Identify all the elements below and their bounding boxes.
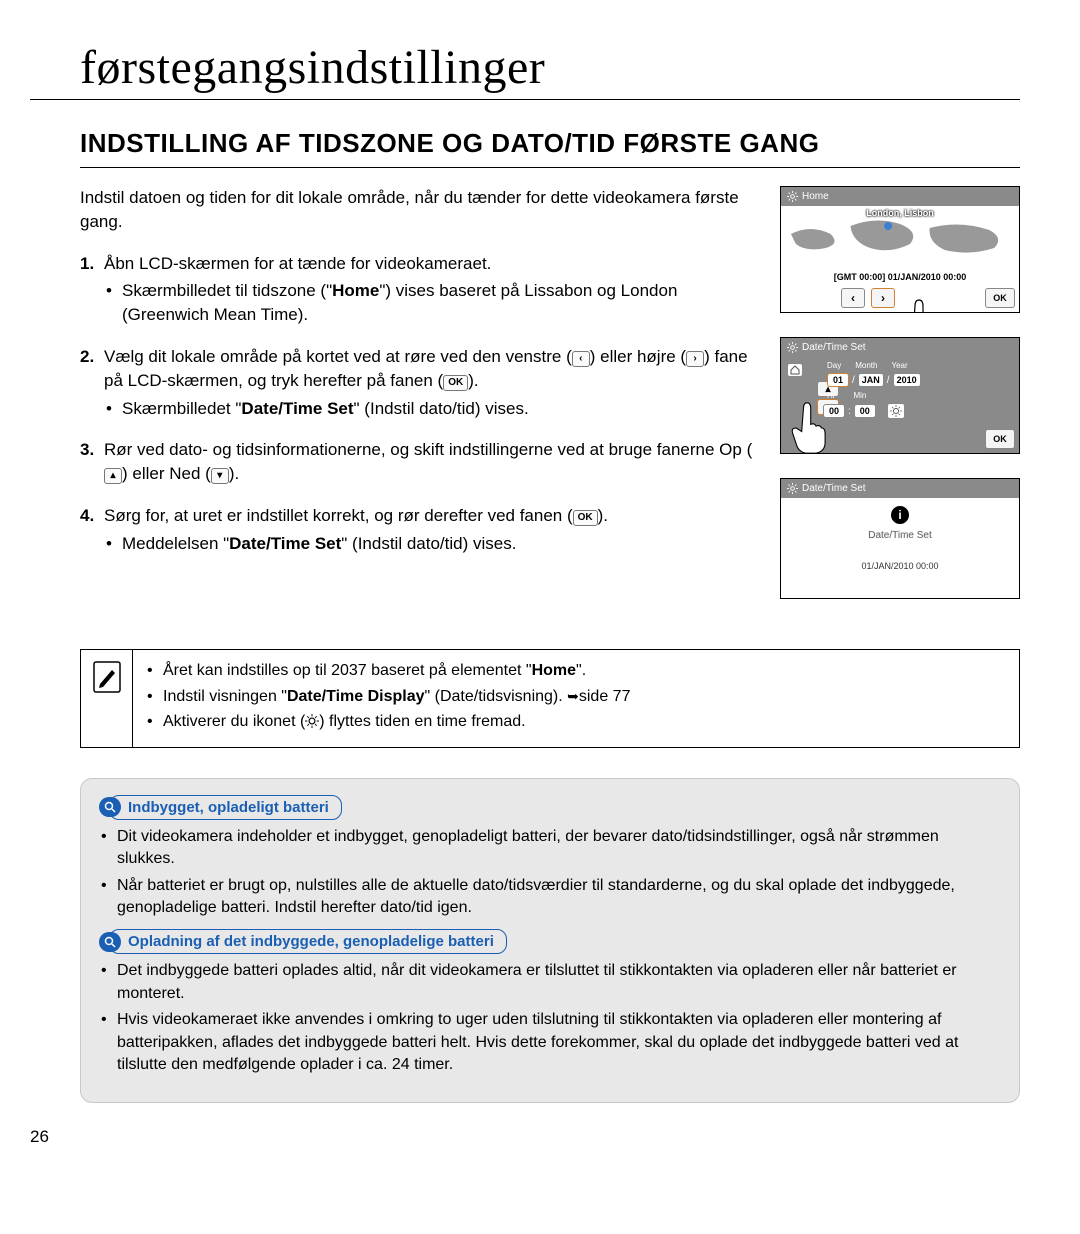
info-heading-2: Opladning af det indbyggede, genopladeli… <box>99 929 1001 954</box>
step-2: Vælg dit lokale område på kortet ved at … <box>80 345 760 420</box>
day-field[interactable]: 01 <box>827 373 849 387</box>
figure-column: Home London, Lisbon [GMT 00:00] 01/JAN/2… <box>780 186 1020 623</box>
touch-hand-icon <box>785 401 831 454</box>
ok-button[interactable]: OK <box>985 429 1015 449</box>
screen-confirm: Date/Time Set i Date/Time Set 01/JAN/201… <box>780 478 1020 599</box>
gear-icon <box>787 342 798 353</box>
step-2-sub: Skærmbilledet "Date/Time Set" (Indstil d… <box>104 397 760 421</box>
minute-field[interactable]: 00 <box>854 404 876 418</box>
note-item: Aktiverer du ikonet () flyttes tiden en … <box>147 711 1005 733</box>
screen-datetime-header: Date/Time Set <box>781 338 1019 357</box>
text-column: Indstil datoen og tiden for dit lokale o… <box>80 186 760 623</box>
nav-right-button[interactable]: › <box>871 288 895 308</box>
year-field[interactable]: 2010 <box>893 373 921 387</box>
info-list-2: Det indbyggede batteri oplades altid, nå… <box>99 960 1001 1076</box>
step-4-sub: Meddelelsen "Date/Time Set" (Indstil dat… <box>104 532 760 556</box>
info-item: Hvis videokameraet ikke anvendes i omkri… <box>99 1009 1001 1076</box>
steps-list: Åbn LCD-skærmen for at tænde for videoka… <box>80 252 760 556</box>
info-heading-1: Indbygget, opladeligt batteri <box>99 795 1001 820</box>
note-pencil-icon <box>92 660 122 694</box>
ok-icon: OK <box>573 510 598 526</box>
note-item: Indstil visningen "Date/Time Display" (D… <box>147 686 1005 708</box>
step-1-sub: Skærmbilledet til tidszone ("Home") vise… <box>104 279 760 327</box>
gmt-label: [GMT 00:00] 01/JAN/2010 00:00 <box>781 270 1019 284</box>
up-arrow-icon: ▴ <box>104 468 122 484</box>
map-location-label: London, Lisbon <box>866 208 933 218</box>
left-arrow-icon: ‹ <box>572 351 590 367</box>
screen-home-header: Home <box>781 187 1019 206</box>
info-message: Date/Time Set <box>789 530 1011 541</box>
step-4: Sørg for, at uret er indstillet korrekt,… <box>80 504 760 556</box>
screen-home: Home London, Lisbon [GMT 00:00] 01/JAN/2… <box>780 186 1020 313</box>
gear-icon <box>787 191 798 202</box>
screen-confirm-header: Date/Time Set <box>781 479 1019 498</box>
info-date: 01/JAN/2010 00:00 <box>789 561 1011 571</box>
dst-sun-icon <box>305 713 319 727</box>
info-item: Det indbyggede batteri oplades altid, nå… <box>99 960 1001 1005</box>
touch-hand-icon <box>895 298 945 313</box>
info-item: Dit videokamera indeholder et indbygget,… <box>99 826 1001 871</box>
ok-icon: OK <box>443 375 468 391</box>
magnifier-icon <box>99 797 121 817</box>
nav-left-button[interactable]: ‹ <box>841 288 865 308</box>
note-item: Året kan indstilles op til 2037 baseret … <box>147 660 1005 682</box>
home-icon[interactable] <box>787 363 803 377</box>
step-3: Rør ved dato- og tidsinformationerne, og… <box>80 438 760 486</box>
page-number: 26 <box>30 1127 1020 1147</box>
info-item: Når batteriet er brugt op, nulstilles al… <box>99 875 1001 920</box>
info-list-1: Dit videokamera indeholder et indbygget,… <box>99 826 1001 920</box>
right-arrow-icon: › <box>686 351 704 367</box>
magnifier-icon <box>99 932 121 952</box>
month-field[interactable]: JAN <box>858 373 884 387</box>
info-panel: Indbygget, opladeligt batteri Dit videok… <box>80 778 1020 1104</box>
gear-icon <box>787 483 798 494</box>
dst-icon[interactable] <box>887 403 905 419</box>
note-box: Året kan indstilles op til 2037 baseret … <box>80 649 1020 748</box>
info-icon: i <box>891 506 909 524</box>
down-arrow-icon: ▾ <box>211 468 229 484</box>
arrow-right-icon: ➥ <box>567 687 579 706</box>
page-title: førstegangsindstillinger <box>30 40 1020 100</box>
screen-datetime: Date/Time Set Day Month Year ▴ <box>780 337 1020 454</box>
intro-text: Indstil datoen og tiden for dit lokale o… <box>80 186 760 234</box>
step-1: Åbn LCD-skærmen for at tænde for videoka… <box>80 252 760 327</box>
ok-button[interactable]: OK <box>985 288 1015 308</box>
section-heading: INDSTILLING AF TIDSZONE OG DATO/TID FØRS… <box>80 128 1020 168</box>
